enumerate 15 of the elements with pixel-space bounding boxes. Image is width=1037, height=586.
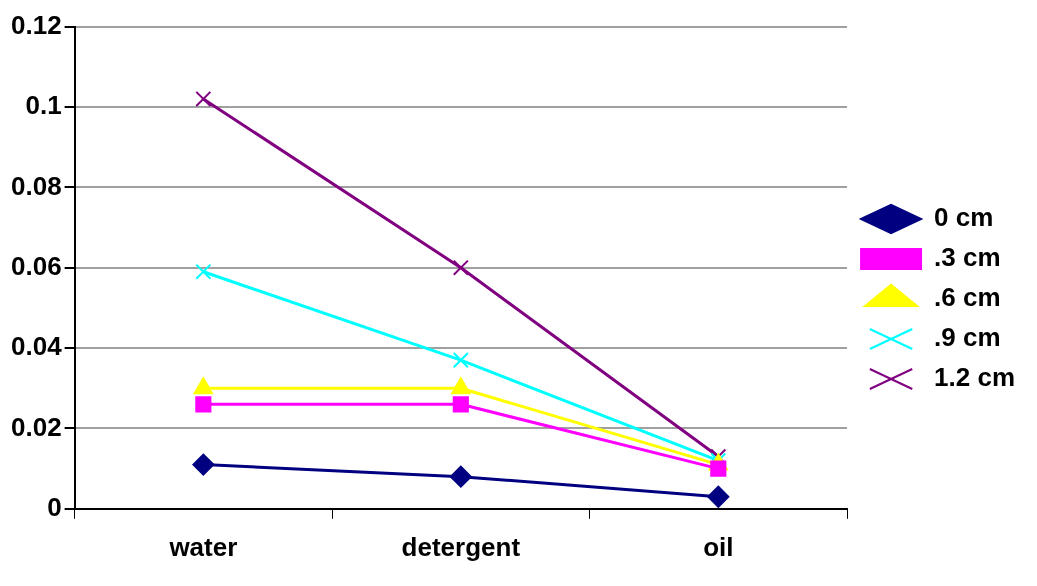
x-tick-label: water: [168, 531, 238, 562]
legend-label: .3 cm: [934, 242, 1001, 273]
y-tick-label: 0.12: [10, 9, 62, 40]
y-tick-label: 0.08: [10, 170, 62, 201]
y-tick-label: 0.02: [10, 411, 62, 442]
legend-label: .9 cm: [934, 322, 1001, 353]
y-tick-label: 0.04: [10, 331, 63, 362]
y-tick-label: 0: [47, 491, 62, 522]
x-tick-label: oil: [703, 531, 734, 562]
y-tick-label: 0.06: [10, 250, 62, 281]
legend-label: 1.2 cm: [934, 362, 1016, 393]
legend-label: .6 cm: [934, 282, 1001, 313]
legend-label: 0 cm: [934, 202, 994, 233]
x-tick-label: detergent: [401, 531, 521, 562]
y-tick-label: 0.1: [25, 90, 62, 121]
